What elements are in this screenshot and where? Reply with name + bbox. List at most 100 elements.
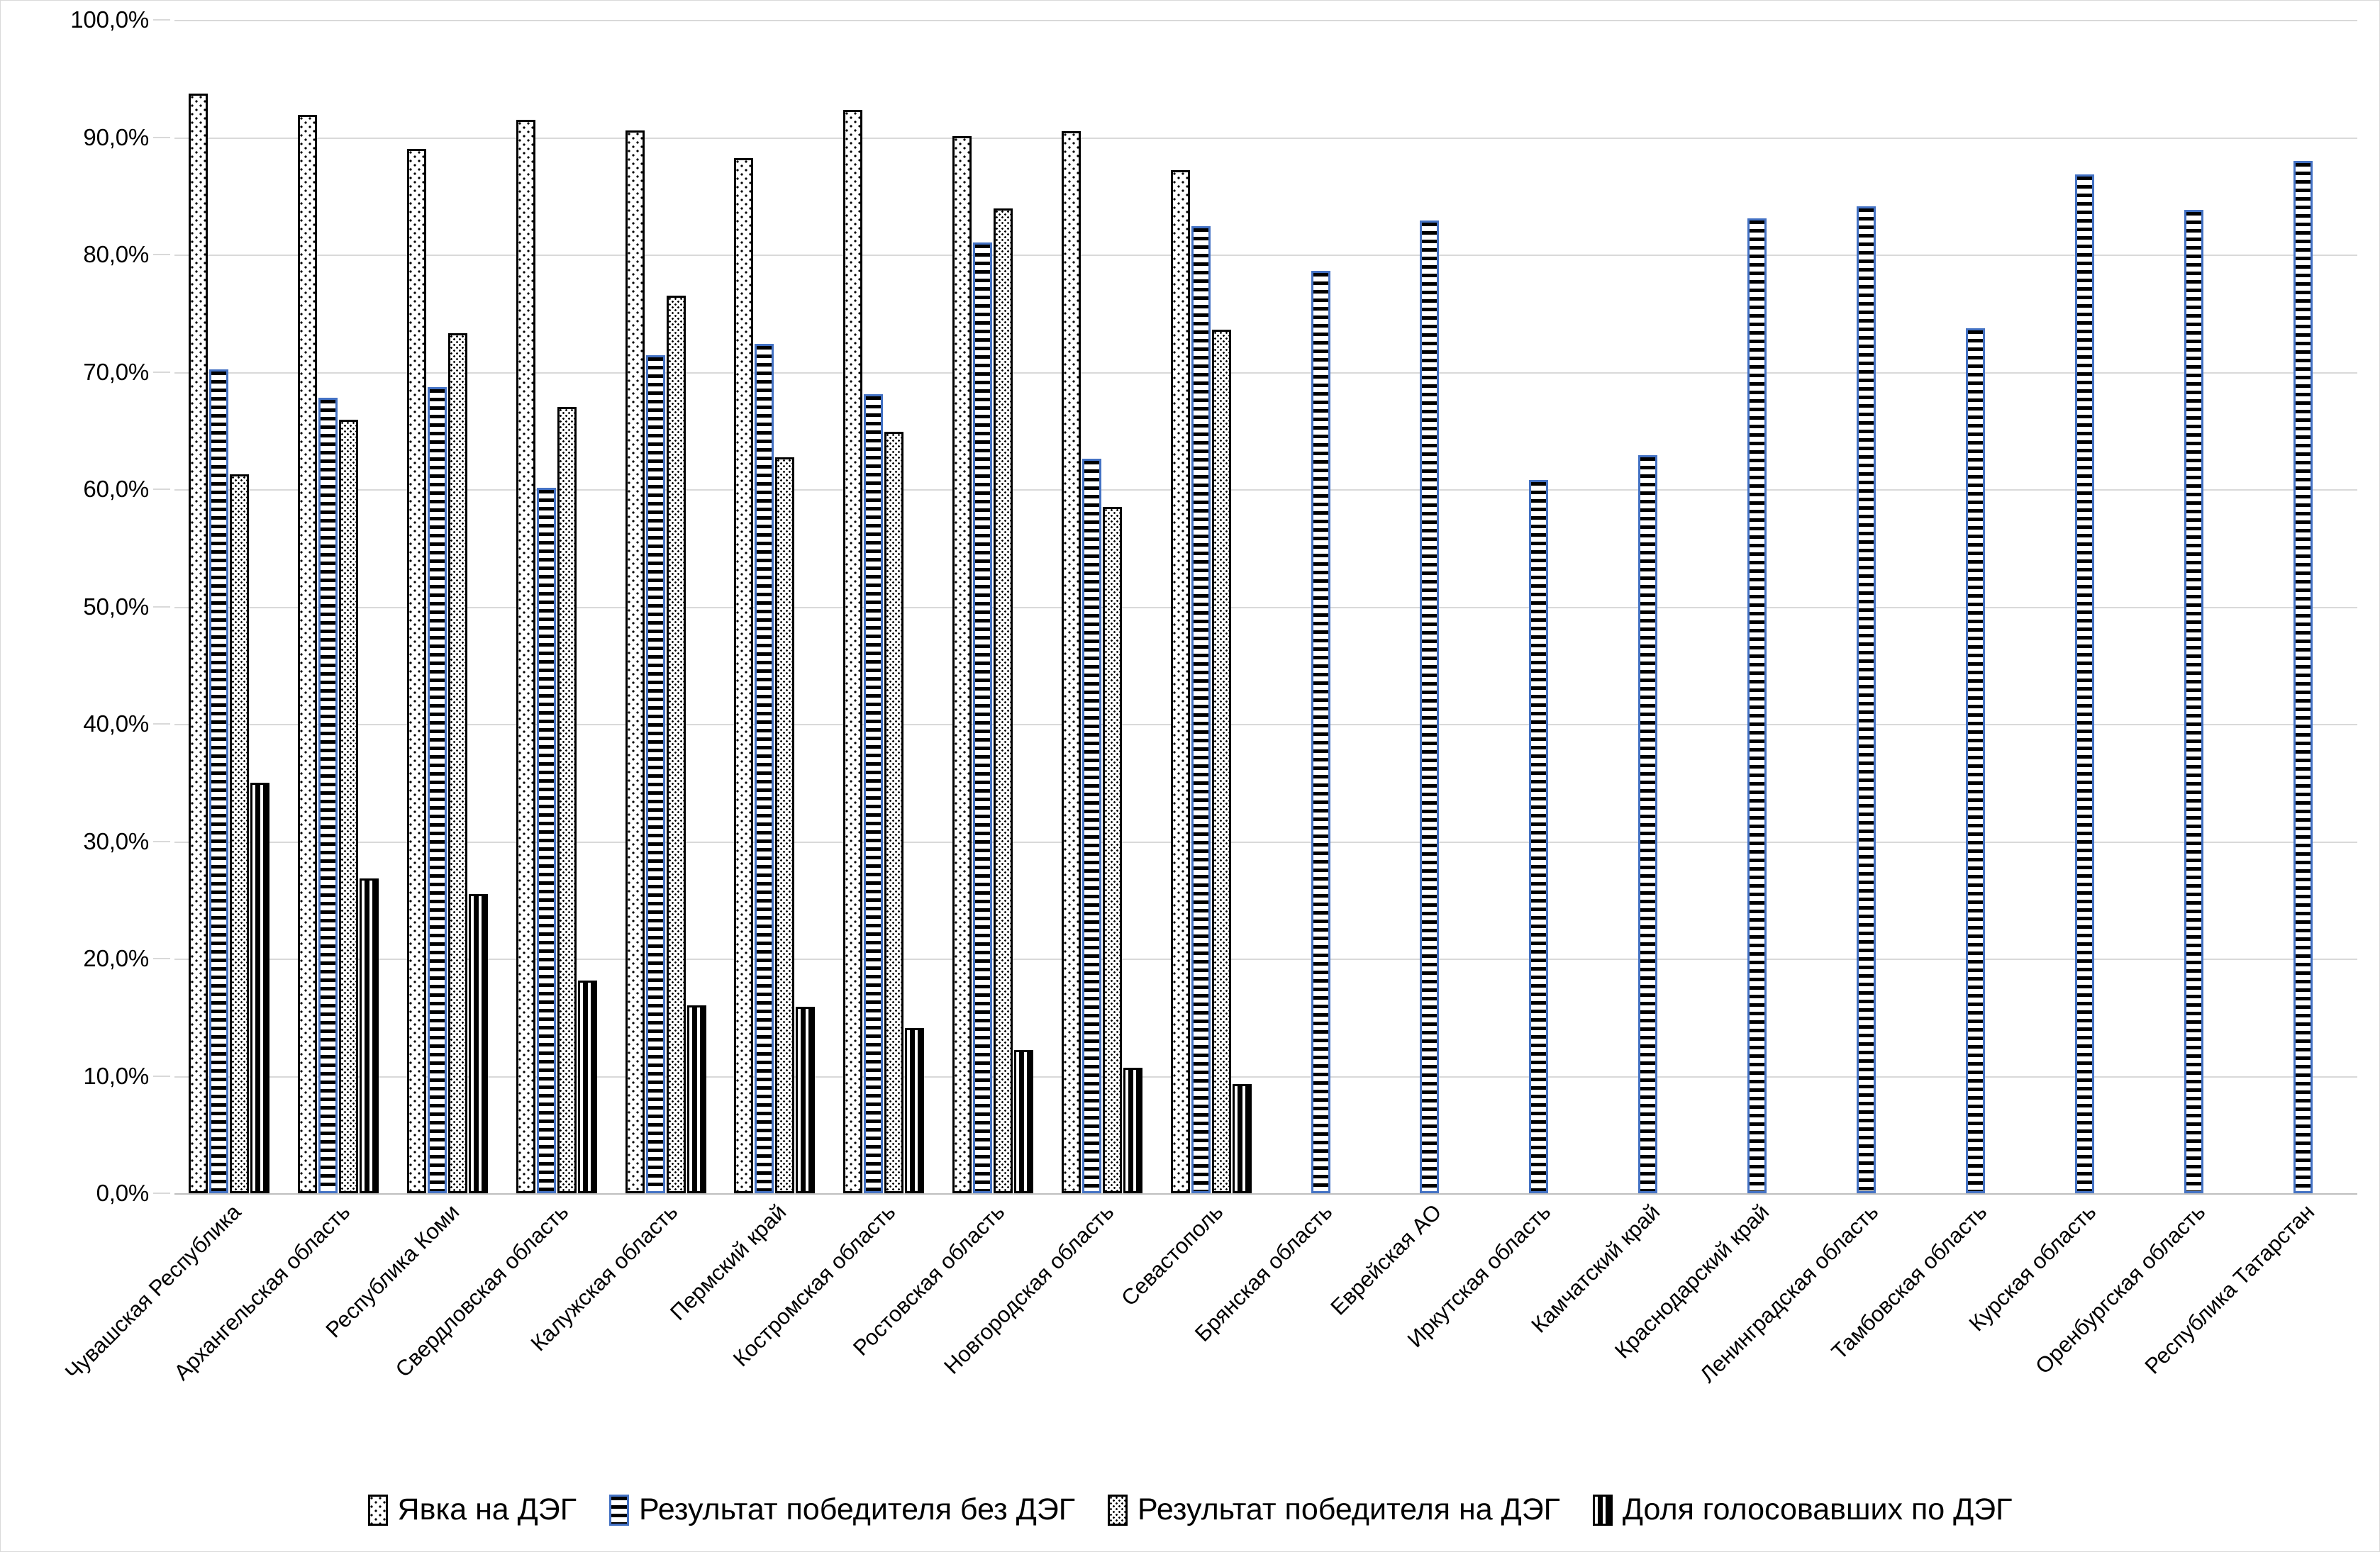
legend-item-label: Результат победителя на ДЭГ (1138, 1492, 1560, 1526)
bar-group (1812, 20, 1921, 1193)
y-axis-tick-mark (153, 254, 170, 255)
bar-3 (338, 420, 358, 1193)
gridline (174, 137, 2357, 139)
bar-group (284, 20, 393, 1193)
y-axis-tick-mark (153, 1193, 170, 1194)
bar-group (2030, 20, 2139, 1193)
legend-item[interactable]: Доля голосовавших по ДЭГ (1592, 1492, 2013, 1527)
bar-group (938, 20, 1047, 1193)
x-axis-labels: Чувашская Республика Архангельская област… (60, 1195, 2357, 1407)
bar-3 (1103, 506, 1123, 1193)
legend-swatch-icon (367, 1494, 388, 1526)
legend-item-label: Результат победителя без ДЭГ (638, 1492, 1076, 1526)
bar-group (721, 20, 830, 1193)
bar-2 (1965, 328, 1985, 1193)
gridline (174, 606, 2357, 608)
legend-item[interactable]: Явка на ДЭГ (367, 1492, 577, 1527)
bar-2 (1529, 479, 1549, 1193)
bar-group (1266, 20, 1375, 1193)
y-axis-tick-mark (153, 605, 170, 608)
legend-item-label: Явка на ДЭГ (397, 1492, 577, 1526)
bar-group (1375, 20, 1484, 1193)
bar-4 (686, 1005, 706, 1193)
gridline (174, 489, 2357, 491)
gridline (174, 372, 2357, 374)
bar-2 (755, 343, 774, 1193)
bar-1 (625, 130, 645, 1193)
bar-2 (2074, 174, 2094, 1193)
y-axis-tick-mark (153, 19, 170, 21)
y-axis-tick-mark (153, 1075, 170, 1077)
bar-2 (645, 355, 665, 1193)
bar-2 (536, 488, 556, 1193)
y-axis-tick-label: 80,0% (83, 241, 149, 267)
bar-group (1594, 20, 1703, 1193)
bar-2 (1857, 206, 1876, 1193)
bar-group (2248, 20, 2357, 1193)
x-axis-label: Чувашская Республика (60, 1199, 246, 1385)
gridline (174, 724, 2357, 725)
bar-2 (1747, 218, 1767, 1193)
bar-1 (843, 110, 863, 1193)
bar-1 (188, 94, 208, 1193)
bar-1 (406, 149, 426, 1193)
bar-group (1047, 20, 1157, 1193)
chart-legend: Явка на ДЭГ Результат победителя без ДЭГ Р… (1, 1492, 2379, 1527)
legend-item-label: Доля голосовавших по ДЭГ (1622, 1492, 2013, 1526)
bar-2 (1191, 226, 1211, 1193)
bar-4 (359, 878, 379, 1193)
y-axis-tick-label: 100,0% (70, 6, 149, 33)
bar-3 (884, 431, 904, 1193)
bar-4 (1014, 1050, 1034, 1193)
x-axis-label-cell: Республика Татарстан (2140, 1195, 2357, 1407)
bar-group (829, 20, 938, 1193)
bar-4 (796, 1006, 816, 1193)
gridline (174, 841, 2357, 843)
y-axis-tick-mark (153, 958, 170, 959)
bar-2 (2293, 160, 2313, 1193)
legend-item[interactable]: Результат победителя на ДЭГ (1108, 1492, 1560, 1527)
bar-2 (318, 397, 338, 1193)
bar-2 (973, 242, 993, 1193)
bar-2 (864, 393, 884, 1193)
bar-4 (577, 981, 597, 1193)
bar-1 (952, 135, 972, 1193)
bar-3 (1212, 329, 1232, 1193)
gridline (174, 1076, 2357, 1078)
bar-4 (905, 1027, 925, 1193)
bar-group (1703, 20, 1812, 1193)
bar-2 (1638, 455, 1658, 1193)
y-axis-tick-mark (153, 489, 170, 490)
bar-group (1484, 20, 1594, 1193)
legend-swatch-icon (1592, 1494, 1613, 1526)
plot-area (174, 20, 2357, 1195)
bar-2 (1311, 271, 1330, 1193)
bar-3 (775, 457, 795, 1193)
y-axis-tick-label: 20,0% (83, 945, 149, 971)
y-axis-tick-label: 30,0% (83, 827, 149, 854)
y-axis-tick-label: 70,0% (83, 358, 149, 385)
legend-swatch-icon (608, 1494, 629, 1526)
bar-group (611, 20, 721, 1193)
bar-4 (250, 782, 269, 1193)
bar-3 (229, 474, 249, 1193)
gridline (174, 1193, 2357, 1195)
bar-2 (1420, 220, 1440, 1193)
legend-item[interactable]: Результат победителя без ДЭГ (608, 1492, 1076, 1527)
bar-3 (994, 208, 1013, 1193)
bar-3 (666, 295, 686, 1193)
bar-3 (447, 333, 467, 1193)
bar-group (174, 20, 284, 1193)
bar-2 (2184, 210, 2203, 1193)
bar-1 (734, 158, 754, 1193)
gridline (174, 20, 2357, 21)
bar-group (502, 20, 611, 1193)
bar-2 (427, 387, 447, 1193)
y-axis-tick-label: 0,0% (96, 1180, 150, 1206)
y-axis-tick-mark (153, 840, 170, 842)
bar-group (2139, 20, 2248, 1193)
bar-groups (174, 20, 2357, 1193)
bar-1 (1171, 169, 1191, 1193)
y-axis-tick-label: 10,0% (83, 1062, 149, 1089)
y-axis-tick-label: 60,0% (83, 476, 149, 502)
